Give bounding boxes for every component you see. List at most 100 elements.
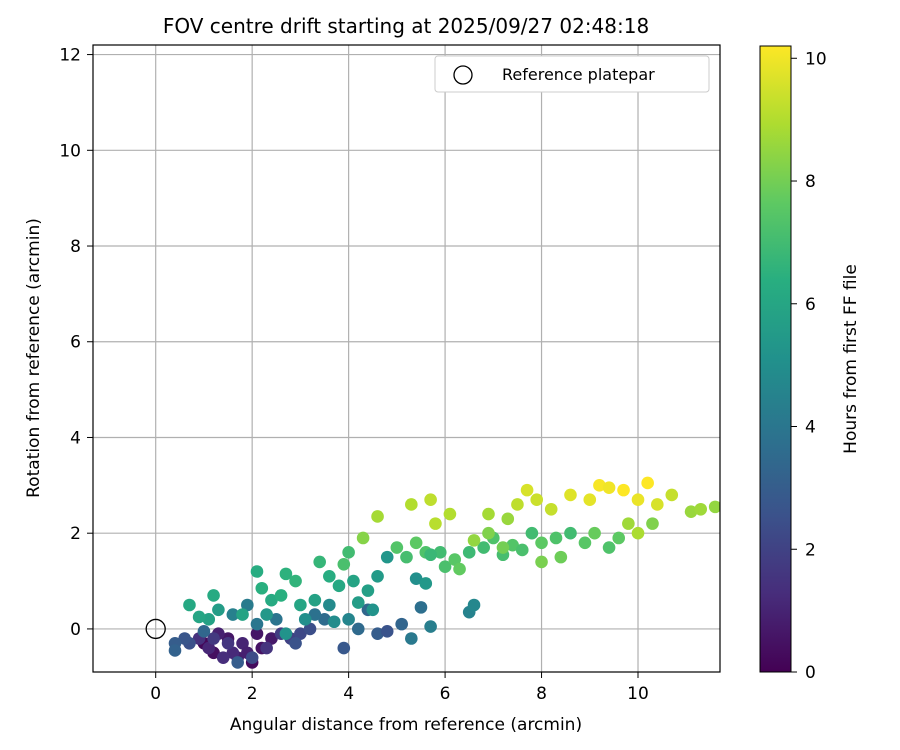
- scatter-point: [178, 632, 191, 645]
- scatter-point: [477, 541, 490, 554]
- y-tick-label: 0: [70, 620, 81, 640]
- scatter-point: [337, 558, 351, 571]
- scatter-point: [192, 610, 206, 624]
- y-axis-label: Rotation from reference (arcmin): [24, 218, 44, 498]
- scatter-point: [202, 613, 216, 626]
- scatter-point: [212, 603, 225, 617]
- scatter-point: [641, 476, 654, 490]
- scatter-point: [289, 636, 302, 650]
- scatter-point: [294, 627, 307, 641]
- scatter-point: [332, 579, 346, 593]
- reference-marker: [145, 618, 166, 640]
- scatter-point: [323, 598, 336, 612]
- scatter-point: [216, 651, 230, 664]
- scatter-point: [197, 625, 211, 638]
- scatter-point: [250, 627, 264, 641]
- scatter-point: [617, 483, 630, 497]
- scatter-point: [544, 502, 558, 516]
- x-axis: 0 2 4 6 8 10: [150, 672, 649, 704]
- scatter-point: [260, 608, 273, 621]
- scatter-point: [289, 574, 302, 588]
- scatter-point: [168, 644, 182, 657]
- scatter-point: [395, 617, 408, 631]
- scatter-point: [467, 534, 481, 547]
- y-tick-label: 6: [70, 333, 81, 353]
- colorbar-tick-label: 10: [805, 49, 827, 69]
- scatter-point: [506, 538, 519, 552]
- scatter-point: [245, 651, 259, 664]
- scatter-point: [313, 555, 326, 569]
- scatter-point: [405, 498, 418, 511]
- scatter-point: [371, 510, 384, 523]
- scatter-point: [390, 541, 404, 554]
- scatter-point: [684, 505, 698, 518]
- scatter-point: [207, 589, 220, 602]
- scatter-point: [207, 632, 220, 645]
- scatter-point: [453, 562, 466, 576]
- scatter-point: [419, 577, 433, 590]
- scatter-point: [250, 617, 264, 631]
- scatter-point: [236, 636, 249, 650]
- x-tick-label: 6: [440, 684, 451, 704]
- scatter-point: [361, 584, 375, 597]
- grid: [93, 45, 720, 672]
- x-axis-label: Angular distance from reference (arcmin): [230, 715, 582, 735]
- colorbar-tick-label: 8: [805, 172, 816, 192]
- scatter-point: [694, 502, 708, 516]
- scatter-point: [520, 483, 534, 497]
- chart-title: FOV centre drift starting at 2025/09/27 …: [163, 14, 649, 38]
- scatter-point: [221, 636, 235, 650]
- scatter-point: [525, 526, 539, 540]
- scatter-point: [371, 569, 384, 583]
- scatter-point: [462, 546, 476, 559]
- data-points: [168, 476, 720, 669]
- scatter-point: [303, 622, 317, 636]
- scatter-point: [241, 598, 254, 612]
- scatter-point: [482, 526, 495, 540]
- scatter-point: [323, 569, 336, 583]
- legend-entry-label: Reference platepar: [502, 65, 655, 84]
- scatter-point: [511, 498, 524, 511]
- colorbar-tick-label: 2: [805, 540, 816, 560]
- scatter-point: [535, 536, 548, 550]
- scatter-point: [279, 627, 293, 641]
- scatter-point: [602, 541, 616, 554]
- scatter-point: [588, 526, 601, 540]
- scatter-point: [593, 479, 606, 492]
- scatter-point: [265, 632, 278, 645]
- scatter-point: [583, 493, 597, 506]
- colorbar-gradient: [759, 45, 792, 673]
- scatter-point: [501, 512, 515, 526]
- scatter-point: [342, 613, 355, 626]
- y-axis: 0 2 4 6 8 10 12: [59, 46, 93, 640]
- scatter-point: [308, 608, 322, 621]
- scatter-point: [327, 615, 341, 629]
- colorbar-tick-label: 4: [805, 418, 816, 438]
- scatter-point: [554, 550, 568, 564]
- scatter-point: [351, 596, 365, 609]
- scatter-point: [279, 567, 293, 581]
- scatter-point: [515, 543, 529, 557]
- scatter-point: [631, 493, 645, 506]
- scatter-point: [274, 589, 288, 602]
- scatter-point: [708, 500, 720, 514]
- scatter-point: [236, 608, 249, 621]
- scatter-point: [371, 627, 384, 641]
- scatter-point: [202, 641, 216, 655]
- colorbar-label: Hours from first FF file: [841, 264, 861, 454]
- scatter-point: [405, 632, 418, 645]
- scatter-point: [438, 560, 452, 574]
- scatter-point: [651, 498, 664, 511]
- scatter-point: [482, 507, 495, 521]
- scatter-point: [549, 531, 563, 545]
- scatter-point: [646, 517, 659, 530]
- scatter-point: [269, 613, 283, 626]
- scatter-point: [308, 593, 322, 607]
- scatter-point: [409, 536, 423, 550]
- scatter-point: [564, 488, 577, 502]
- scatter-point: [380, 625, 394, 638]
- scatter-point: [448, 553, 462, 566]
- colorbar-tick-label: 6: [805, 295, 816, 315]
- scatter-point: [347, 574, 360, 588]
- scatter-point: [424, 493, 437, 506]
